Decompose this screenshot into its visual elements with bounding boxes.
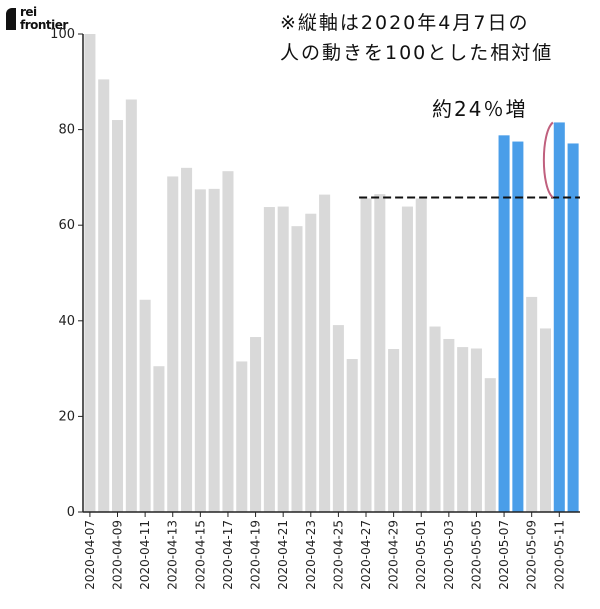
bar — [539, 328, 552, 512]
brand-name-line1: rei — [20, 5, 37, 19]
bar — [84, 34, 96, 512]
brand-name-line2: frontier — [20, 18, 68, 32]
y-tick-label: 20 — [58, 409, 75, 424]
bar-highlighted — [512, 141, 524, 513]
bar — [208, 188, 220, 512]
x-tick-label: 2020-04-23 — [304, 520, 318, 590]
x-tick-label: 2020-04-15 — [193, 520, 207, 590]
bar — [167, 176, 179, 512]
x-tick-label: 2020-05-07 — [497, 520, 511, 590]
bar — [111, 120, 124, 512]
bar — [470, 348, 482, 512]
bar — [263, 207, 275, 512]
bar — [360, 198, 372, 512]
x-tick-label: 2020-04-09 — [111, 520, 125, 590]
bar — [153, 366, 165, 512]
bar — [415, 198, 427, 512]
bar — [98, 79, 110, 512]
y-tick-label: 60 — [58, 218, 75, 233]
bar — [139, 299, 151, 512]
increase-annotation: 約24％増 — [432, 97, 527, 121]
x-tick-label: 2020-04-11 — [138, 520, 152, 590]
bar-highlighted — [553, 122, 565, 513]
bar — [484, 378, 496, 512]
axis-note-line2: 人の動きを100とした相対値 — [280, 42, 554, 64]
x-tick-label: 2020-05-03 — [442, 520, 456, 590]
y-tick-label: 0 — [67, 505, 75, 520]
bar-highlighted — [498, 135, 510, 512]
bar — [250, 337, 262, 512]
increase-bracket — [542, 121, 554, 199]
bar — [181, 167, 193, 512]
bar — [457, 347, 469, 512]
bar — [222, 171, 234, 512]
brand-logo: rei frontier — [6, 6, 86, 36]
bar — [346, 359, 358, 512]
x-tick-label: 2020-05-11 — [552, 520, 566, 590]
x-tick-label: 2020-04-17 — [221, 520, 235, 590]
x-tick-label: 2020-05-01 — [414, 520, 428, 590]
bar — [429, 326, 441, 512]
x-tick-label: 2020-05-05 — [469, 520, 483, 590]
bar — [194, 189, 206, 512]
bar — [319, 194, 331, 512]
bar — [236, 361, 248, 512]
bar — [332, 325, 344, 512]
x-tick-label: 2020-04-13 — [166, 520, 180, 590]
x-tick-label: 2020-04-07 — [83, 520, 97, 590]
y-tick-label: 80 — [58, 123, 75, 138]
bar-highlighted — [567, 143, 579, 512]
x-tick-label: 2020-05-09 — [525, 520, 539, 590]
bar — [374, 194, 386, 512]
axis-note-line1: ※縦軸は2020年4月7日の — [280, 12, 530, 34]
bar — [388, 349, 400, 512]
y-tick-label: 40 — [58, 314, 75, 329]
brand-mark-icon — [6, 8, 16, 30]
x-tick-label: 2020-04-29 — [387, 520, 401, 590]
bar — [125, 99, 137, 513]
bar — [526, 296, 538, 512]
x-tick-label: 2020-04-27 — [359, 520, 373, 590]
y-tick-label: 100 — [50, 27, 75, 42]
x-tick-label: 2020-04-19 — [249, 520, 263, 590]
bar — [277, 206, 289, 513]
x-tick-label: 2020-04-21 — [276, 520, 290, 590]
bar — [401, 206, 413, 513]
bar — [443, 338, 455, 512]
bar — [291, 226, 303, 512]
x-tick-label: 2020-04-25 — [331, 520, 345, 590]
bar — [305, 213, 317, 512]
